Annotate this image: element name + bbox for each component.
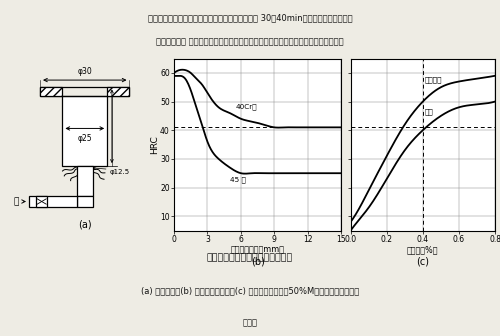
Bar: [36, 196, 48, 207]
Bar: [62, 96, 107, 166]
Bar: [40, 87, 62, 96]
Text: 低合金钢: 低合金钢: [424, 77, 442, 83]
Text: 验台上喷水。 取下试样，按照国家标准的规定，进行硬度测量，最终得出端淬曲线。: 验台上喷水。 取下试样，按照国家标准的规定，进行硬度测量，最终得出端淬曲线。: [156, 37, 344, 46]
Bar: [77, 196, 93, 207]
Bar: [40, 87, 62, 96]
X-axis label: 含碳量（%）: 含碳量（%）: [407, 245, 438, 254]
Bar: [40, 87, 130, 96]
Y-axis label: HRC: HRC: [150, 135, 158, 154]
X-axis label: 至水冷端距离（mm）: 至水冷端距离（mm）: [230, 245, 284, 254]
Bar: [77, 166, 93, 196]
Bar: [107, 87, 130, 96]
Text: φ12.5: φ12.5: [110, 169, 130, 175]
Text: 试验时，先将标准试样加热至奥氏体化温度，停留 30～40min，然后迅速放在端淬试: 试验时，先将标准试样加热至奥氏体化温度，停留 30～40min，然后迅速放在端淬…: [148, 13, 352, 22]
Text: (b): (b): [250, 257, 264, 267]
Text: 末端淬火试验测定钢的淬透性曲线: 末端淬火试验测定钢的淬透性曲线: [207, 253, 293, 262]
Text: 水: 水: [14, 197, 20, 206]
Text: (a): (a): [78, 219, 92, 229]
Text: 45 钢: 45 钢: [230, 177, 246, 183]
Text: 碳钢: 碳钢: [424, 108, 434, 115]
Text: 的关系: 的关系: [242, 319, 258, 328]
Text: (a) 喷水装置；(b) 淬透性曲线举例；(c) 钢的半马氏体区（50%M）硬度与钢的含碳量: (a) 喷水装置；(b) 淬透性曲线举例；(c) 钢的半马氏体区（50%M）硬度…: [141, 286, 359, 295]
Text: 40Cr钢: 40Cr钢: [236, 104, 257, 110]
Bar: [107, 87, 130, 96]
Text: (c): (c): [416, 257, 430, 267]
Text: φ30: φ30: [78, 67, 92, 76]
Text: φ25: φ25: [78, 134, 92, 143]
Bar: [29, 196, 77, 207]
